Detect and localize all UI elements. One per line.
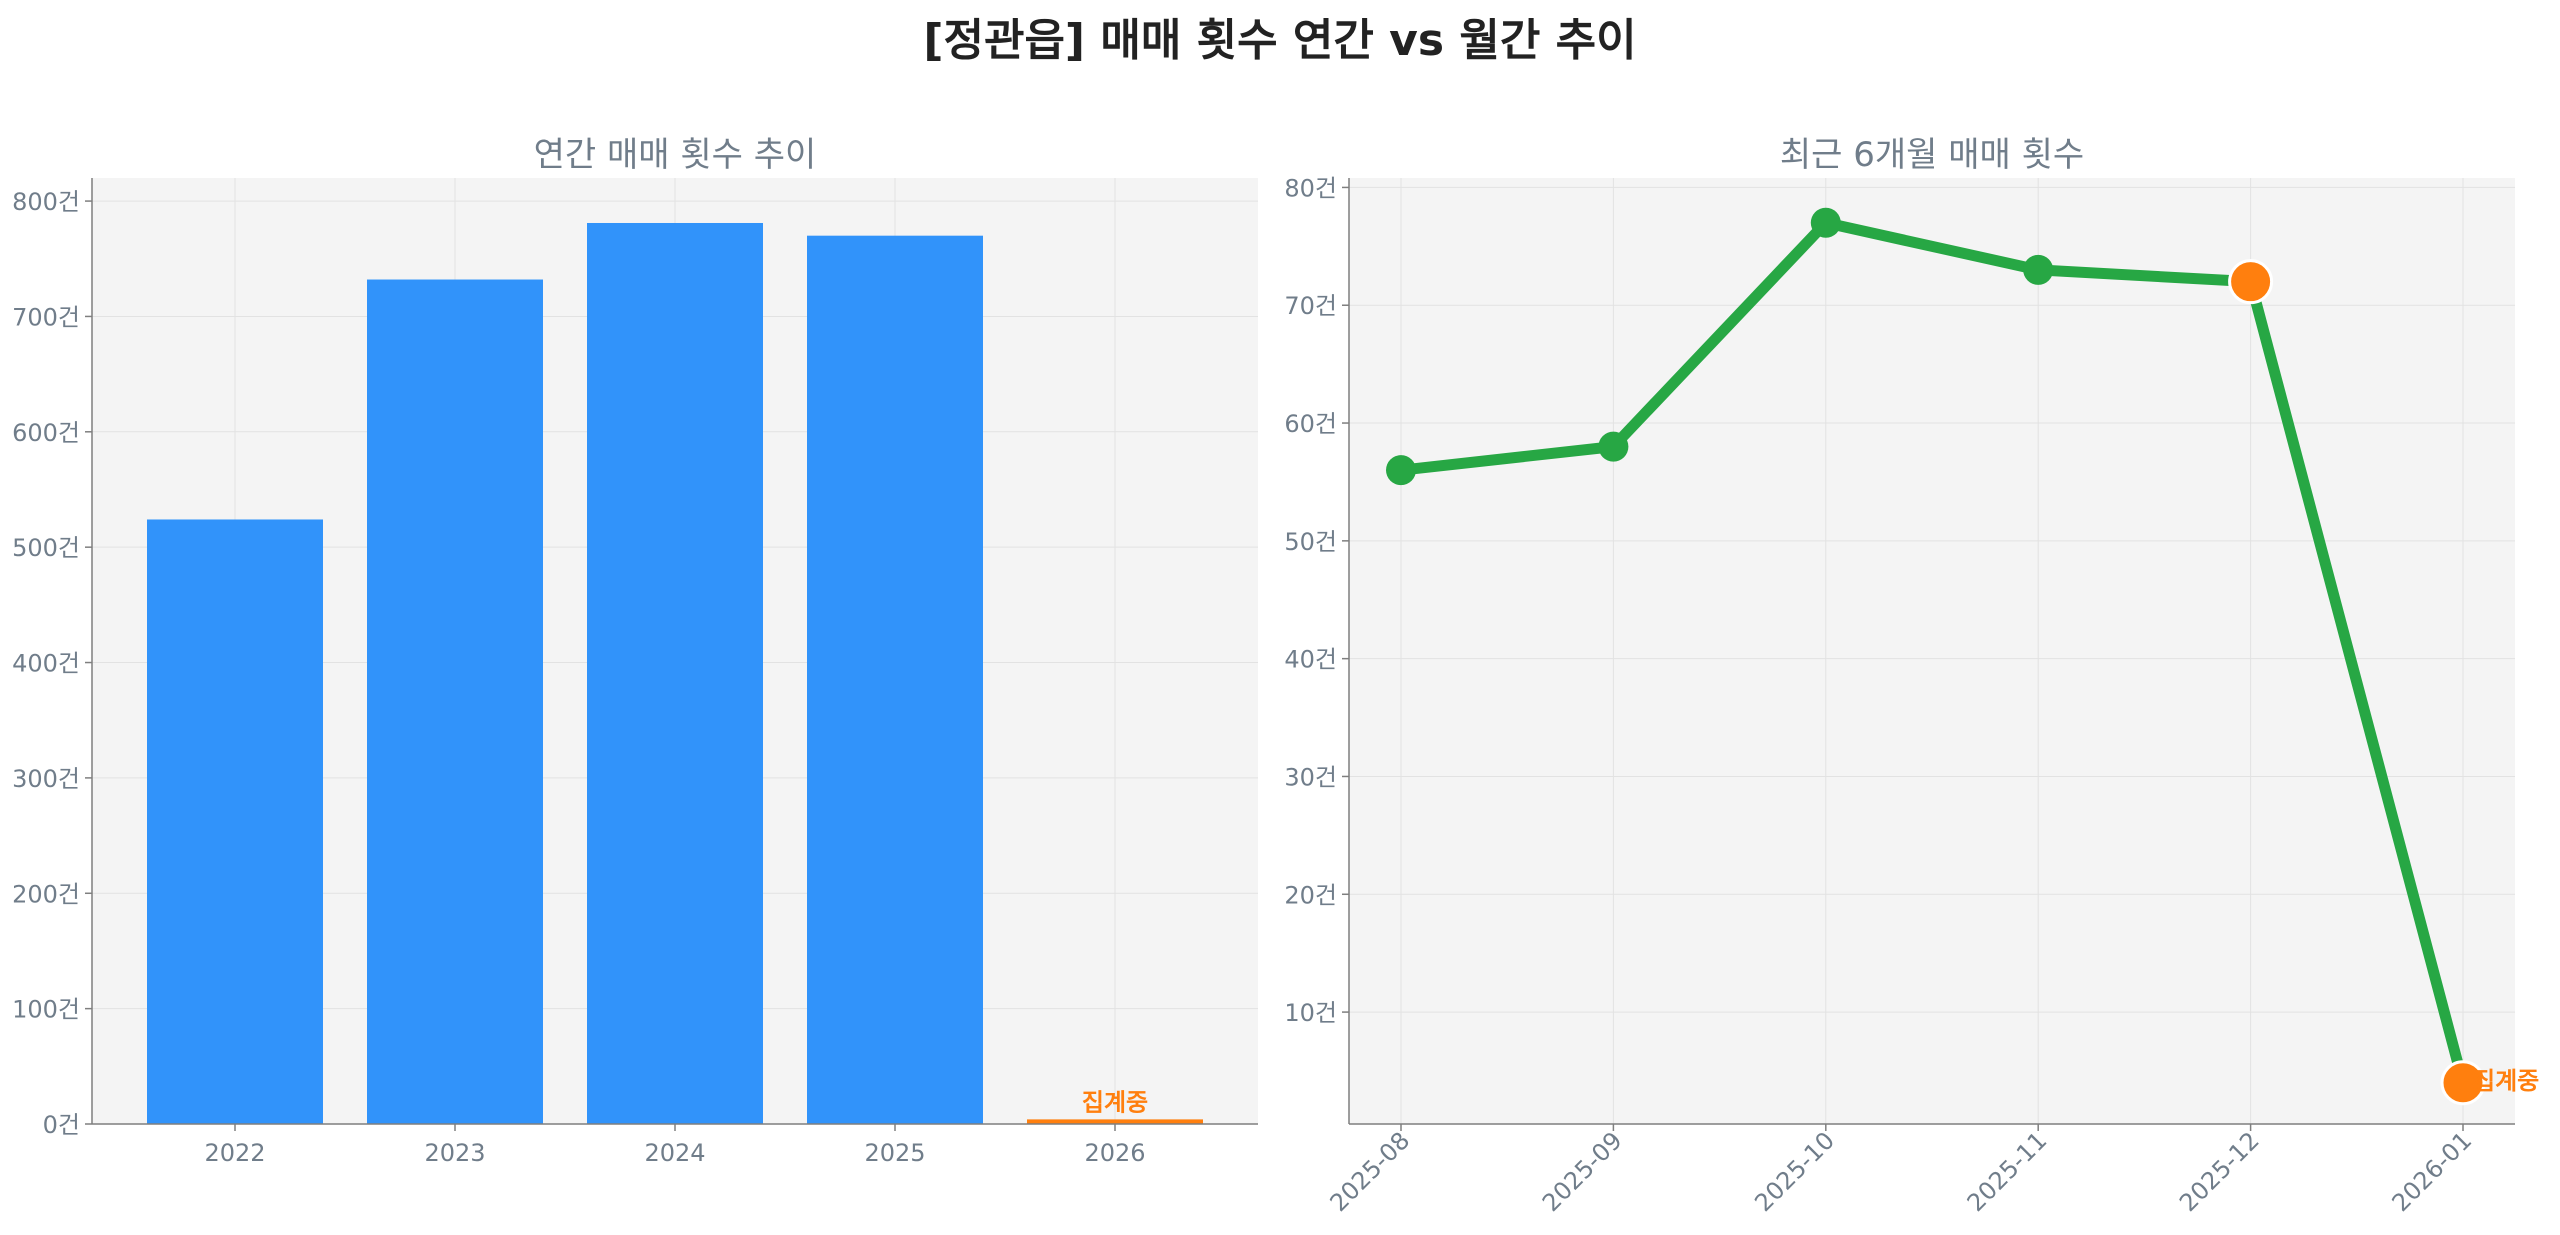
x-tick-label: 2026 — [1084, 1139, 1145, 1167]
panel-title: 최근 6개월 매매 횟수 — [1780, 135, 2084, 175]
data-point — [1598, 431, 1629, 462]
x-tick-label: 2023 — [424, 1139, 485, 1167]
y-tick-label: 800건 — [12, 188, 80, 216]
y-tick-label: 10건 — [1284, 999, 1337, 1027]
y-tick-label: 50건 — [1284, 528, 1337, 556]
pending-annotation: 집계중 — [1082, 1088, 1148, 1116]
x-tick-label: 2025-10 — [1749, 1126, 1840, 1217]
y-tick-label: 600건 — [12, 419, 80, 447]
x-tick-label: 2025-09 — [1537, 1126, 1628, 1217]
y-tick-label: 70건 — [1284, 292, 1337, 320]
x-tick-label: 2025 — [864, 1139, 925, 1167]
panel-title: 연간 매매 횟수 추이 — [534, 135, 817, 175]
data-point — [1386, 455, 1416, 486]
y-tick-label: 20건 — [1284, 881, 1337, 909]
annual-bar-chart: 집계중 0건 100건 200건 300건 400건 500건 600건 700건 800건 202… — [12, 135, 1258, 1167]
bar — [807, 235, 983, 1124]
figure-title: [정관읍] 매매 횟수 연간 vs 월간 추이 — [923, 15, 1637, 66]
bar — [367, 279, 543, 1124]
y-tick-label: 30건 — [1284, 763, 1337, 791]
series-line — [1395, 217, 2469, 1089]
y-tick-label: 100건 — [12, 996, 80, 1024]
x-tick-label: 2026-01 — [2387, 1126, 2478, 1217]
y-tick-label: 400건 — [12, 650, 80, 678]
y-tick-label: 700건 — [12, 303, 80, 331]
x-tick-label: 2025-12 — [2174, 1126, 2265, 1217]
y-tick-label: 60건 — [1284, 410, 1337, 438]
data-point — [2023, 254, 2054, 285]
bar — [147, 519, 323, 1124]
y-tick-label: 0건 — [43, 1111, 80, 1139]
monthly-line-chart: 집계중 10건 20건 30건 40건 50건 60건 70건 80건 2025-08 2025-0… — [1284, 135, 2539, 1217]
plot-area — [1349, 178, 2515, 1124]
x-tick-label: 2025-08 — [1325, 1126, 1416, 1217]
x-tick-label: 2024 — [644, 1139, 705, 1167]
y-tick-label: 300건 — [12, 765, 80, 793]
data-point-highlight — [2228, 259, 2274, 305]
x-tick-label: 2022 — [204, 1139, 265, 1167]
pending-annotation: 집계중 — [2473, 1067, 2539, 1095]
data-point-highlight — [2440, 1060, 2486, 1106]
bar — [587, 222, 763, 1124]
data-point — [1810, 207, 1841, 238]
y-tick-label: 40건 — [1284, 646, 1337, 674]
y-tick-label: 200건 — [12, 880, 80, 908]
y-tick-label: 80건 — [1284, 174, 1337, 202]
y-tick-label: 500건 — [12, 534, 80, 562]
bar-pending — [1027, 1119, 1203, 1124]
x-tick-label: 2025-11 — [1962, 1126, 2053, 1217]
